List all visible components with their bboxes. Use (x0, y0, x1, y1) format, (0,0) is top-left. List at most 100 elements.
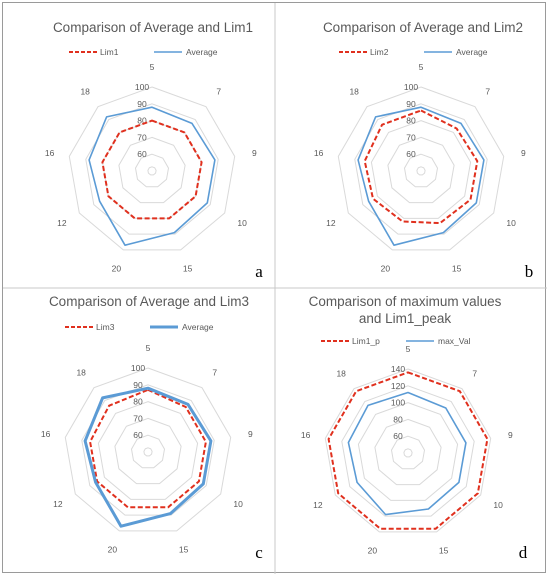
grid-ring (324, 368, 492, 533)
tick-label: 80 (133, 397, 143, 407)
category-label: 20 (112, 264, 122, 274)
chart-title: Comparison of Average and Lim3 (49, 294, 249, 309)
category-label: 7 (472, 368, 477, 378)
category-label: 5 (406, 344, 411, 354)
grid-ring (147, 166, 157, 176)
series-Average (83, 386, 213, 528)
grid-ring (357, 402, 459, 501)
category-label: 18 (336, 368, 346, 378)
grid-ring (390, 435, 426, 470)
grid-ring (114, 417, 182, 485)
legend-label-Average: Average (186, 47, 218, 57)
grid-ring (337, 86, 505, 251)
tick-label: 70 (137, 132, 147, 142)
legend-label-Average: Average (456, 47, 488, 57)
category-label: 7 (212, 367, 217, 377)
tick-label: 60 (393, 431, 403, 441)
tick-label: 100 (131, 363, 145, 373)
category-label: 9 (248, 429, 253, 439)
legend-label-Average: Average (182, 322, 214, 332)
grid-ring (341, 385, 475, 517)
chart-title: Comparison of Average and Lim1 (53, 20, 253, 35)
category-label: 5 (419, 62, 424, 72)
panel-letter: a (255, 262, 263, 281)
tick-label: 90 (133, 380, 143, 390)
tick-label: 80 (393, 414, 403, 424)
category-label: 15 (183, 264, 193, 274)
tick-label: 100 (135, 82, 149, 92)
radar-chart-b: Comparison of Average and Lim2 Lim2 Averag… (314, 20, 533, 281)
chart-title: Comparison of maximum values (309, 294, 502, 309)
category-label: 5 (150, 62, 155, 72)
chart-title: Comparison of Average and Lim2 (323, 20, 523, 35)
panel-letter: b (525, 262, 534, 281)
category-label: 12 (326, 218, 336, 228)
category-label: 10 (493, 500, 503, 510)
category-label: 16 (301, 430, 311, 440)
legend-label-Lim1: Lim1 (100, 47, 119, 57)
tick-label: 60 (406, 149, 416, 159)
grid-ring (387, 136, 455, 204)
series-max_Val (347, 391, 467, 516)
panel-letter: c (255, 543, 263, 562)
tick-label: 100 (404, 82, 418, 92)
category-label: 10 (237, 218, 247, 228)
category-label: 9 (508, 430, 513, 440)
category-label: 7 (485, 86, 490, 96)
tick-label: 80 (406, 116, 416, 126)
legend-label-max_Val: max_Val (438, 336, 471, 346)
category-label: 16 (314, 148, 324, 158)
legend-label-Lim2: Lim2 (370, 47, 389, 57)
category-label: 20 (381, 264, 391, 274)
category-label: 18 (349, 86, 359, 96)
grid-ring (85, 103, 219, 235)
tick-label: 60 (133, 430, 143, 440)
category-label: 12 (313, 500, 323, 510)
series-Average (357, 106, 485, 246)
grid-ring (64, 367, 232, 532)
grid-ring (143, 447, 153, 457)
category-label: 16 (45, 148, 55, 158)
tick-label: 120 (391, 381, 405, 391)
tick-label: 60 (137, 149, 147, 159)
category-label: 16 (41, 429, 51, 439)
legend-label-Lim3: Lim3 (96, 322, 115, 332)
panel-letter: d (519, 543, 528, 562)
category-label: 15 (439, 546, 449, 556)
radar-chart-c: Comparison of Average and Lim3 Lim3 Averag… (41, 294, 263, 562)
radar-chart-a: Comparison of Average and Lim1 Lim1 Averag… (45, 20, 263, 281)
series-Average (88, 106, 216, 246)
grid-ring (403, 448, 413, 458)
category-label: 18 (76, 367, 86, 377)
chart-title: and Lim1_peak (359, 311, 452, 326)
category-label: 7 (216, 86, 221, 96)
grid-ring (68, 86, 236, 251)
series-Lim2 (363, 109, 479, 225)
tick-label: 70 (133, 413, 143, 423)
category-label: 12 (57, 218, 67, 228)
radar-charts: Comparison of Average and Lim1 Lim1 Averag… (3, 3, 547, 574)
grid-ring (416, 166, 426, 176)
series-Lim1_p (327, 371, 489, 530)
grid-ring (403, 153, 439, 188)
tick-label: 90 (406, 99, 416, 109)
tick-label: 70 (406, 132, 416, 142)
series-Lim1 (101, 119, 203, 220)
grid-ring (134, 153, 170, 188)
category-label: 20 (108, 545, 118, 555)
category-label: 15 (452, 264, 462, 274)
tick-label: 140 (391, 364, 405, 374)
grid-ring (354, 103, 488, 235)
category-label: 9 (252, 148, 257, 158)
category-label: 10 (506, 218, 516, 228)
radar-chart-d: Comparison of maximum values and Lim1_pea… (301, 294, 528, 562)
grid-ring (374, 418, 442, 486)
grid-ring (97, 401, 199, 500)
category-label: 9 (521, 148, 526, 158)
tick-label: 100 (391, 398, 405, 408)
category-label: 15 (179, 545, 189, 555)
category-label: 18 (80, 86, 90, 96)
category-label: 10 (233, 499, 243, 509)
grid-ring (118, 136, 186, 204)
